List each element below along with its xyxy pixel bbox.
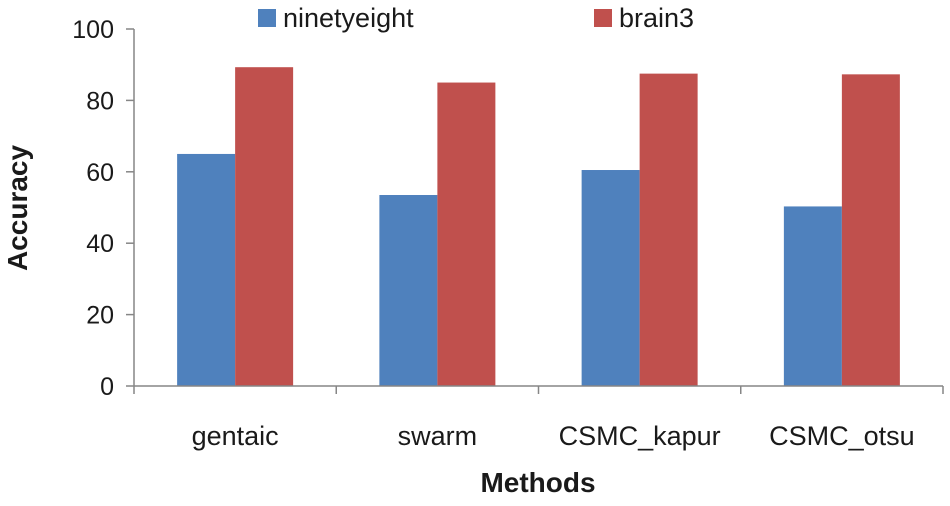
x-tick-label: CSMC_kapur	[559, 421, 721, 451]
y-tick-label: 40	[86, 230, 114, 258]
bar-brain3-CSMC_otsu	[841, 74, 900, 387]
x-axis-title: Methods	[480, 467, 595, 498]
y-tick-label: 20	[86, 302, 114, 330]
y-axis-title: Accuracy	[2, 145, 33, 272]
y-axis-ticks: 0 20 40 60 80 100	[72, 16, 134, 401]
y-tick-label: 100	[72, 16, 114, 44]
bar-brain3-gentaic	[235, 67, 294, 386]
bar-brain3-swarm	[437, 82, 496, 387]
bar-ninetyeight-CSMC_kapur	[581, 170, 640, 386]
bar-brain3-CSMC_kapur	[639, 73, 698, 386]
x-axis-labels: gentaic swarm CSMC_kapur CSMC_otsu	[192, 421, 915, 451]
x-tick-label: swarm	[398, 421, 478, 451]
legend-label-brain3: brain3	[619, 3, 694, 33]
legend: ninetyeight brain3	[258, 3, 694, 33]
y-tick-label: 0	[100, 373, 114, 401]
y-tick-label: 60	[86, 159, 114, 187]
bar-ninetyeight-gentaic	[177, 153, 236, 386]
legend-label-ninetyeight: ninetyeight	[283, 3, 414, 33]
y-tick-label: 80	[86, 87, 114, 115]
bar-ninetyeight-CSMC_otsu	[783, 206, 842, 386]
legend-swatch-brain3	[594, 9, 612, 27]
axes	[133, 29, 944, 394]
bars	[177, 67, 900, 387]
x-tick-label: gentaic	[192, 421, 279, 451]
bar-ninetyeight-swarm	[379, 195, 438, 386]
x-tick-label: CSMC_otsu	[769, 421, 915, 451]
legend-swatch-ninetyeight	[258, 9, 276, 27]
